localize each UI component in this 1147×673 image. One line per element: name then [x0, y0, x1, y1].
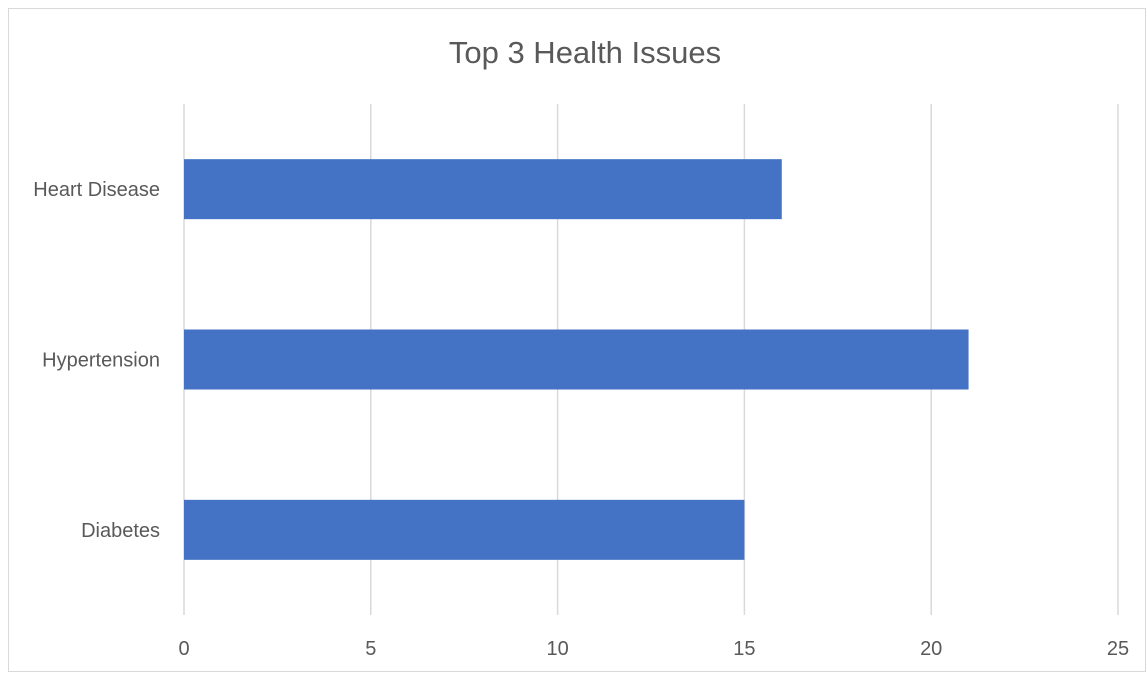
x-tick-label: 25	[1107, 638, 1129, 660]
x-tick-label: 5	[365, 638, 376, 660]
x-tick-label: 15	[733, 638, 755, 660]
bars	[184, 159, 969, 560]
category-label: Diabetes	[81, 520, 160, 542]
category-label: Hypertension	[42, 350, 160, 372]
category-labels: Heart Disease Hypertension Diabetes	[33, 179, 160, 542]
x-tick-label: 10	[546, 638, 568, 660]
x-tick-label: 20	[920, 638, 942, 660]
x-tick-label: 0	[178, 638, 189, 660]
x-tick-labels: 0 5 10 15 20 25	[178, 638, 1129, 660]
bar-heart-disease	[184, 159, 782, 220]
bar-hypertension	[184, 329, 969, 390]
category-label: Heart Disease	[33, 179, 160, 201]
chart-title: Top 3 Health Issues	[449, 35, 721, 70]
bar-diabetes	[184, 499, 745, 560]
